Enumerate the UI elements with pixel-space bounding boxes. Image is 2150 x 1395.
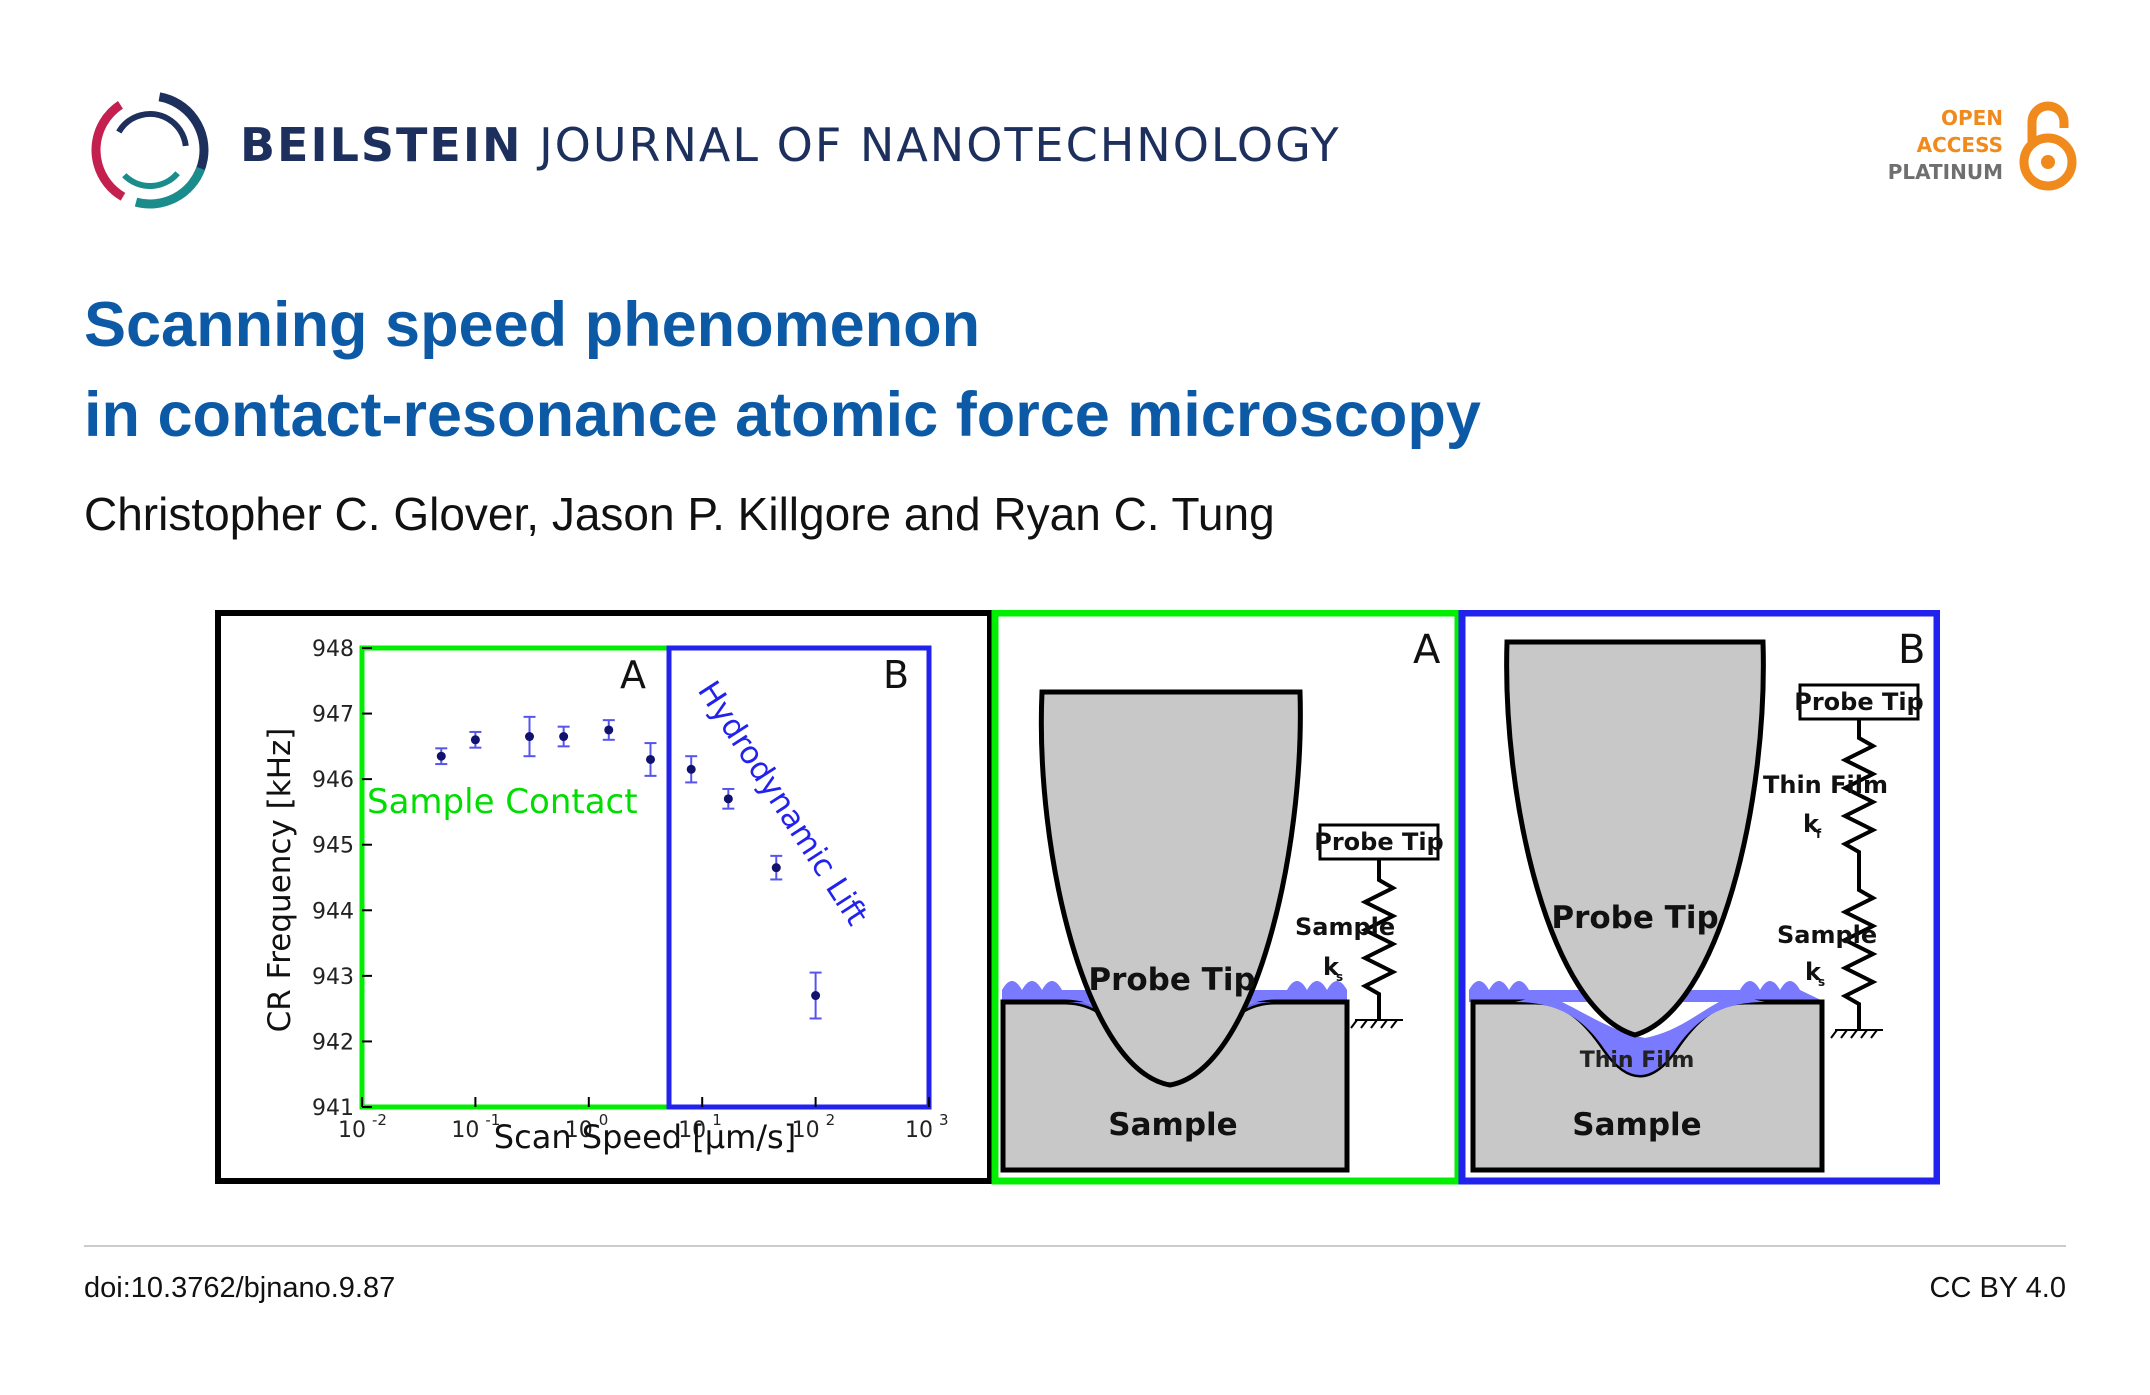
y-axis-label: CR Frequency [kHz] <box>262 728 298 1033</box>
spring-k-sub-a: s <box>1336 970 1343 984</box>
y-tick-label: 948 <box>312 637 354 662</box>
region-b-label: B <box>883 653 909 697</box>
y-tick-label: 942 <box>312 1030 354 1055</box>
y-tick-label: 944 <box>312 899 354 924</box>
panel-a-label: A <box>1413 627 1441 673</box>
open-access-badge: OPEN ACCESS PLATINUM <box>1880 100 2080 195</box>
plot-panel: 941 942 943 944 945 946 947 948 10 -2 10 -1 10 0 10 1 10… <box>215 610 993 1184</box>
spring1-label-b: Thin Film <box>1763 771 1888 799</box>
spring2-label-b: Sample <box>1777 921 1877 949</box>
y-tick-label: 946 <box>312 768 354 793</box>
data-point <box>470 735 480 745</box>
spring-box-label-b: Probe Tip <box>1794 688 1924 716</box>
axis-ticks: 941 942 943 944 945 946 947 948 10 -2 10 -1 10 0 10 1 10… <box>312 637 949 1143</box>
y-tick-label: 941 <box>312 1096 354 1121</box>
x-tick-exponent: 3 <box>939 1111 949 1129</box>
graphical-abstract: 941 942 943 944 945 946 947 948 10 -2 10 -1 10 0 10 1 10… <box>215 610 1940 1185</box>
panel-b-label: B <box>1898 627 1925 673</box>
x-tick-label: 10 <box>451 1118 479 1143</box>
ground-a <box>1350 1019 1403 1029</box>
data-point <box>771 863 781 873</box>
spring2-k-sub-b: s <box>1818 975 1825 989</box>
oa-line-platinum: PLATINUM <box>1887 160 2003 184</box>
x-tick-label: 10 <box>565 1118 593 1143</box>
spring-box-label-a: Probe Tip <box>1314 828 1444 856</box>
data-points <box>435 715 822 1020</box>
x-tick-exponent: -1 <box>485 1111 500 1129</box>
y-tick-label: 945 <box>312 834 354 859</box>
schematic-panel-b: B Probe Tip Thin Film Sample Probe Tip T… <box>1458 610 1940 1185</box>
data-point <box>645 754 655 764</box>
journal-name-rest: JOURNAL OF NANOTECHNOLOGY <box>539 118 1341 172</box>
x-tick-exponent: 0 <box>599 1111 609 1129</box>
data-point <box>723 794 733 804</box>
data-point <box>686 764 696 774</box>
article-authors: Christopher C. Glover, Jason P. Killgore… <box>84 488 1275 540</box>
spring-k-a: k <box>1323 953 1340 981</box>
spring-label-a: Sample <box>1295 913 1395 941</box>
open-lock-icon <box>2019 101 2077 191</box>
x-tick-label: 10 <box>792 1118 820 1143</box>
region-b-box <box>666 645 932 1110</box>
license-text: CC BY 4.0 <box>1929 1272 2066 1304</box>
spring1-k-sub-b: f <box>1816 827 1822 841</box>
data-point <box>525 732 535 742</box>
data-point <box>811 991 821 1001</box>
probe-tip-a <box>1038 689 1303 1088</box>
thin-film-label-b: Thin Film <box>1580 1048 1695 1073</box>
journal-name-bold: BEILSTEIN <box>240 118 523 172</box>
article-title: Scanning speed phenomenon in contact-res… <box>84 280 1984 460</box>
data-point <box>559 732 569 742</box>
oa-line-open: OPEN <box>1940 106 2003 130</box>
probe-tip-label-b: Probe Tip <box>1551 900 1718 936</box>
y-tick-label: 947 <box>312 703 354 728</box>
journal-name: BEILSTEIN JOURNAL OF NANOTECHNOLOGY <box>240 118 1341 172</box>
oa-line-access: ACCESS <box>1916 133 2003 157</box>
spring-box-b <box>1798 683 1920 721</box>
spring2-k-b: k <box>1805 958 1822 986</box>
article-title-line2: in contact-resonance atomic force micros… <box>84 380 1481 450</box>
x-tick-exponent: 2 <box>826 1111 836 1129</box>
footer-divider <box>84 1245 2066 1247</box>
x-axis-label: Scan Speed [μm/s] <box>494 1118 796 1156</box>
article-title-line1: Scanning speed phenomenon <box>84 290 981 360</box>
x-tick-exponent: -2 <box>372 1111 387 1129</box>
spring-b <box>1840 719 1878 1030</box>
schematic-panel-a: A Probe Tip Sample Probe Tip Sample k s <box>991 610 1462 1185</box>
sample-label-b: Sample <box>1572 1107 1701 1143</box>
sample-label-a: Sample <box>1108 1107 1237 1143</box>
region-a-text: Sample Contact <box>367 782 638 822</box>
probe-tip-b <box>1504 639 1766 1038</box>
plot-panel-frame <box>215 610 993 1184</box>
spring-box-a <box>1318 823 1440 861</box>
thin-film-b <box>1515 995 1765 1075</box>
journal-logo <box>91 91 209 209</box>
probe-tip-label-a: Probe Tip <box>1088 962 1255 998</box>
spring1-k-b: k <box>1803 810 1820 838</box>
x-tick-exponent: 1 <box>712 1111 722 1129</box>
y-tick-label: 943 <box>312 965 354 990</box>
spring-a <box>1360 859 1398 1020</box>
x-tick-label: 10 <box>905 1118 933 1143</box>
doi-text: doi:10.3762/bjnano.9.87 <box>84 1272 396 1304</box>
x-tick-label: 10 <box>338 1118 366 1143</box>
data-point <box>436 751 446 761</box>
data-point <box>604 725 614 735</box>
ground-b <box>1830 1029 1883 1039</box>
x-tick-label: 10 <box>678 1118 706 1143</box>
region-a-label: A <box>620 653 646 697</box>
